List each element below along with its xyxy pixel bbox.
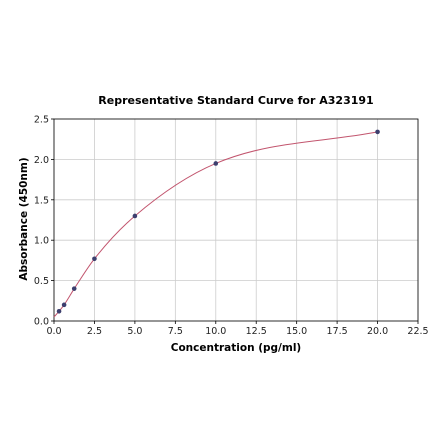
data-point	[71, 286, 77, 291]
x-tick-label: 5.0	[127, 326, 142, 337]
data-point	[213, 161, 219, 166]
x-tick-label: 22.5	[407, 326, 428, 337]
plot-frame	[53, 118, 419, 322]
y-tick-label: 1.5	[34, 195, 49, 206]
y-tick-label: 1.0	[34, 236, 49, 247]
x-tick-label: 0.0	[46, 326, 61, 337]
y-tick-label: 2.5	[34, 115, 49, 126]
x-axis-title: Concentration (pg/ml)	[171, 342, 301, 354]
y-tick-label: 2.0	[34, 155, 49, 166]
x-tick-label: 10.0	[205, 326, 226, 337]
data-points	[56, 129, 380, 314]
x-tick-label: 2.5	[87, 326, 102, 337]
data-point	[375, 129, 380, 135]
y-axis-ticks: 0.0 0.5 1.0 1.5 2.0 2.5	[34, 115, 54, 328]
x-axis-ticks: 0.0 2.5 5.0 7.5 10.0 12.5 15.0 17.5 20.0 22.5	[46, 321, 429, 337]
chart-title: Representative Standard Curve for A32319…	[98, 94, 373, 107]
data-point	[56, 309, 62, 314]
x-tick-label: 15.0	[286, 326, 307, 337]
x-tick-label: 12.5	[246, 326, 267, 337]
x-tick-label: 17.5	[327, 326, 348, 337]
x-tick-label: 7.5	[168, 326, 183, 337]
y-tick-label: 0.5	[34, 276, 49, 287]
data-point	[92, 256, 97, 262]
y-axis-title: Absorbance (450nm)	[18, 157, 30, 280]
data-point	[61, 302, 67, 308]
x-tick-label: 20.0	[367, 326, 388, 337]
data-point	[132, 213, 138, 219]
y-tick-label: 0.0	[34, 317, 49, 328]
